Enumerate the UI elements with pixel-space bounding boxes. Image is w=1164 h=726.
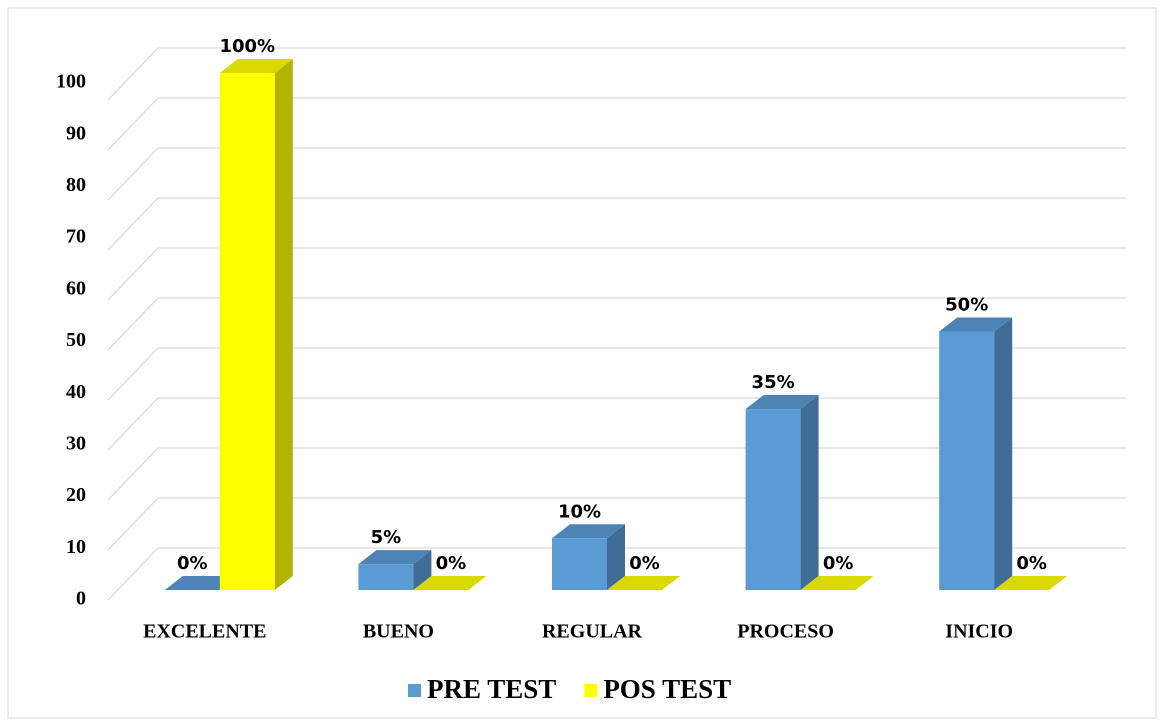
- grid-line: [107, 47, 1126, 101]
- x-tick-label: PROCESO: [737, 621, 834, 643]
- bar: [800, 576, 874, 590]
- x-tick-label: INICIO: [945, 621, 1013, 643]
- bar-front: [219, 73, 275, 590]
- bar-side: [800, 395, 819, 590]
- legend-label: PRE TEST: [427, 674, 556, 704]
- bar-top: [413, 576, 487, 590]
- bar: [219, 59, 293, 590]
- bar-top: [358, 550, 432, 565]
- y-tick-label: 90: [66, 122, 86, 144]
- x-tick-label: REGULAR: [542, 621, 643, 643]
- bar-front: [745, 409, 801, 590]
- bar: [939, 317, 1013, 590]
- grid-line: [107, 247, 1126, 301]
- bar-front: [939, 331, 995, 590]
- legend-swatch: [584, 684, 598, 697]
- bar: [413, 576, 487, 590]
- grid-line: [107, 97, 1126, 151]
- y-tick-label: 0: [76, 588, 86, 610]
- data-label: 0%: [436, 553, 467, 574]
- bar-top: [800, 576, 874, 590]
- y-tick-label: 70: [66, 226, 86, 248]
- bar-top: [552, 524, 625, 539]
- bar: [994, 576, 1068, 590]
- grid-line-side: [107, 297, 159, 351]
- y-tick-label: 100: [56, 71, 86, 93]
- data-label: 10%: [558, 501, 601, 522]
- data-label: 0%: [629, 553, 660, 574]
- bar: [358, 550, 432, 590]
- grid-line: [107, 197, 1126, 251]
- legend-label: POS TEST: [603, 674, 731, 704]
- grid-line-side: [107, 197, 159, 251]
- bar-side: [994, 317, 1013, 590]
- y-tick-label: 60: [66, 277, 86, 299]
- data-label: 0%: [823, 553, 854, 574]
- bar: [607, 576, 680, 590]
- x-tick-label: EXCELENTE: [143, 621, 266, 643]
- data-label: 5%: [371, 527, 402, 548]
- bar-front: [552, 538, 607, 590]
- grid-line-side: [107, 147, 159, 201]
- data-label: 0%: [177, 553, 208, 574]
- grid-line-side: [107, 497, 159, 551]
- x-tick-label: BUENO: [363, 621, 434, 643]
- y-tick-label: 20: [66, 484, 86, 506]
- legend-swatch: [408, 684, 421, 697]
- bar: [552, 524, 625, 590]
- grid-line-side: [107, 347, 159, 401]
- bar-top: [745, 395, 819, 410]
- bar-top: [607, 576, 680, 590]
- grid-line-side: [107, 447, 159, 501]
- bar-side: [274, 59, 293, 590]
- bar-top: [994, 576, 1068, 590]
- grid-line-side: [107, 397, 159, 451]
- y-tick-label: 80: [66, 174, 86, 196]
- y-tick-label: 10: [66, 536, 86, 558]
- bar-top: [939, 317, 1013, 332]
- y-tick-label: 50: [66, 329, 86, 351]
- grid-line: [107, 147, 1126, 201]
- grid-line: [107, 297, 1126, 351]
- y-tick-label: 40: [66, 381, 86, 403]
- grid-line-side: [107, 97, 159, 151]
- bar-front: [358, 564, 414, 590]
- grid-line-side: [107, 547, 159, 601]
- bar-side: [607, 524, 625, 590]
- bar-top: [219, 59, 293, 73]
- bar-top: [164, 576, 238, 590]
- data-label: 100%: [219, 36, 275, 57]
- data-label: 0%: [1016, 553, 1047, 574]
- bar: [164, 576, 238, 590]
- y-tick-label: 30: [66, 432, 86, 454]
- grid-line-side: [107, 47, 159, 101]
- grid-line-side: [107, 247, 159, 301]
- data-label: 50%: [945, 295, 988, 316]
- data-label: 35%: [752, 372, 795, 393]
- bar: [745, 395, 819, 590]
- bar-side: [413, 550, 432, 590]
